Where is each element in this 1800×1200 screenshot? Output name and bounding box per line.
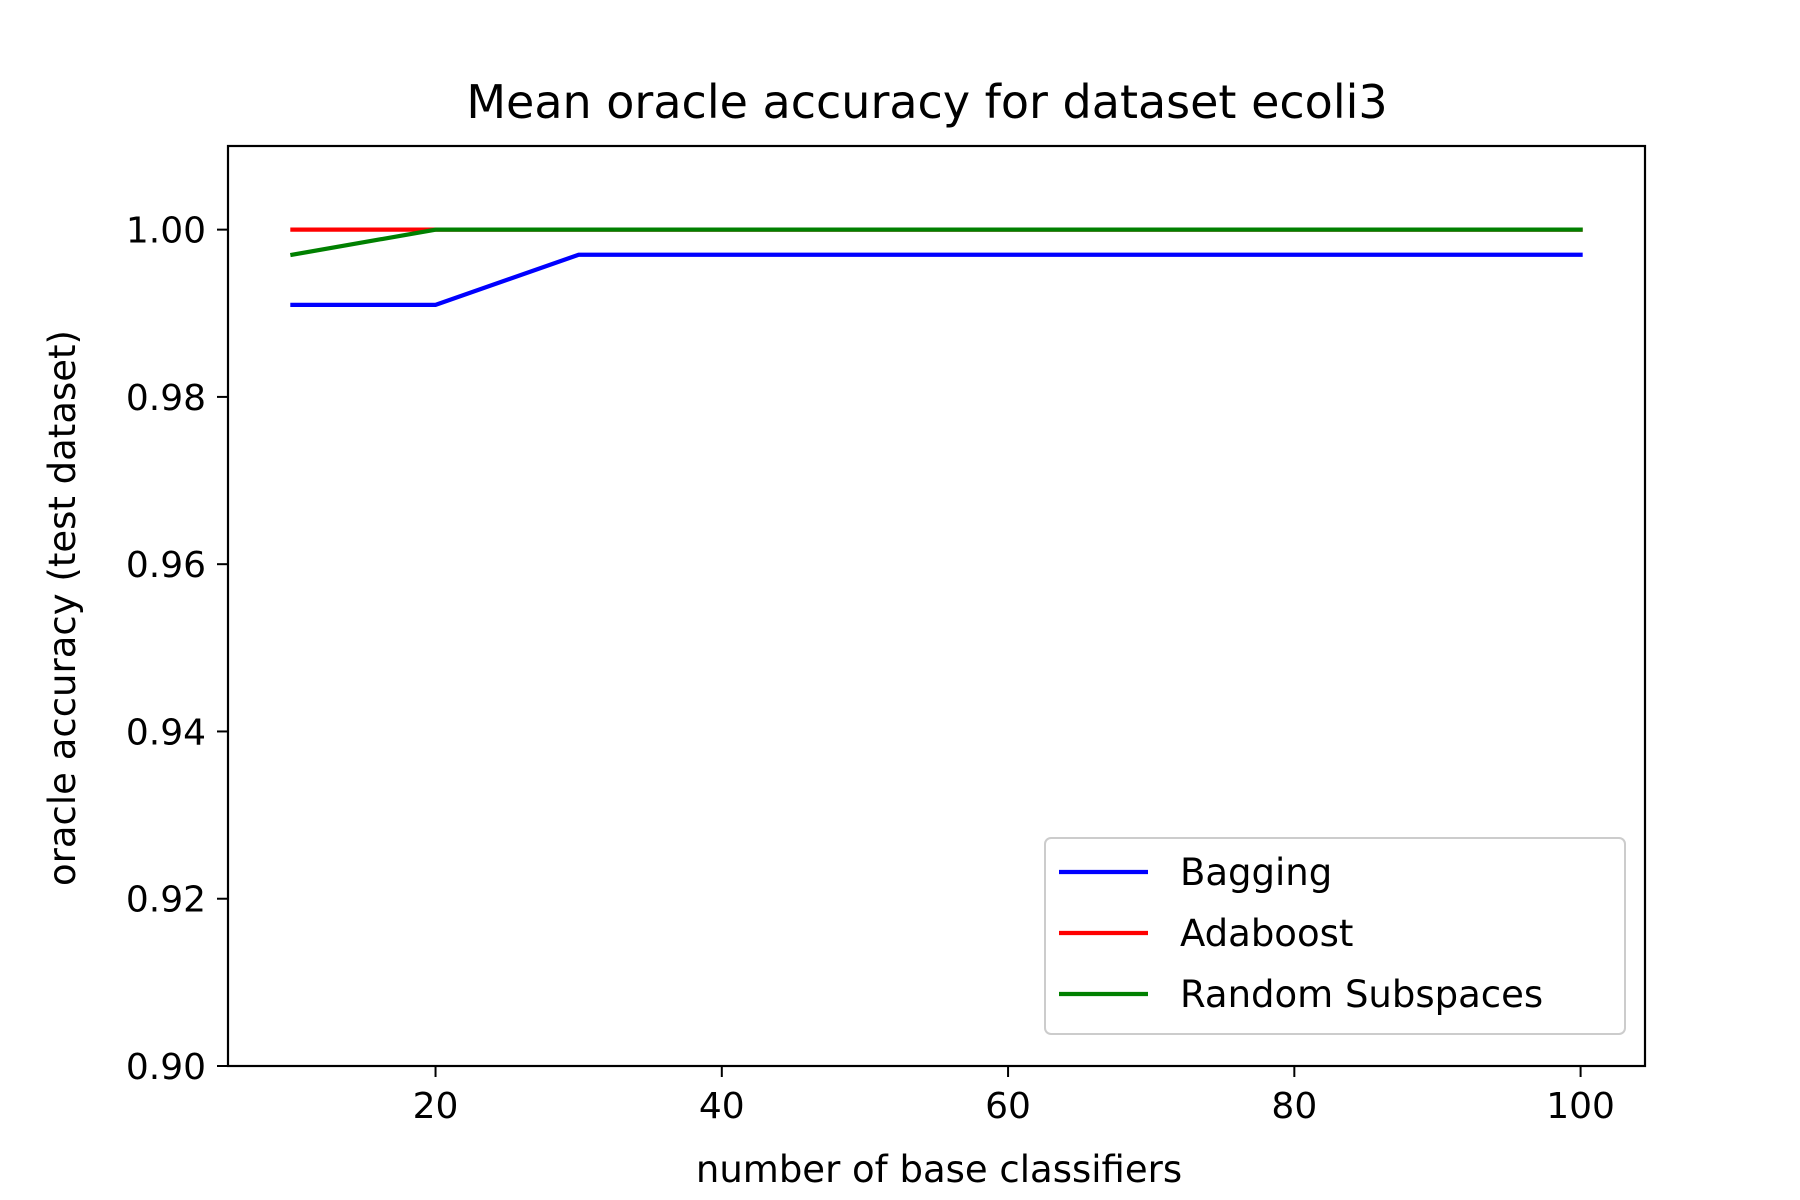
y-axis-label: oracle accuracy (test dataset) <box>41 330 84 886</box>
x-tick-label: 60 <box>985 1086 1031 1127</box>
legend-label-adaboost: Adaboost <box>1180 912 1353 955</box>
y-tick-label: 0.92 <box>126 880 206 921</box>
x-axis-label: number of base classifiers <box>696 1148 1182 1191</box>
legend-label-bagging: Bagging <box>1180 851 1332 894</box>
y-tick-label: 0.96 <box>126 545 206 586</box>
chart-title: Mean oracle accuracy for dataset ecoli3 <box>466 75 1387 129</box>
legend-label-random-subspaces: Random Subspaces <box>1180 973 1543 1016</box>
series-line-bagging <box>290 252 1583 308</box>
x-tick-label: 100 <box>1546 1086 1615 1127</box>
legend-box <box>1044 837 1626 1035</box>
x-tick-label: 80 <box>1271 1086 1317 1127</box>
x-tick-label: 20 <box>413 1086 459 1127</box>
y-tick-label: 0.90 <box>126 1047 206 1088</box>
y-tick-label: 0.94 <box>126 712 206 753</box>
series-line-random-subspaces <box>289 227 1583 258</box>
plot-area: 20 40 60 80 100 0.90 0.92 0.94 0.96 0.98 1.00 <box>126 144 1647 1127</box>
y-tick-label: 0.98 <box>126 378 206 419</box>
legend: Bagging Adaboost Random Subspaces <box>1044 837 1626 1035</box>
plot-frame <box>226 144 1647 1068</box>
x-tick-label: 40 <box>699 1086 745 1127</box>
y-tick-label: 1.00 <box>126 211 206 252</box>
